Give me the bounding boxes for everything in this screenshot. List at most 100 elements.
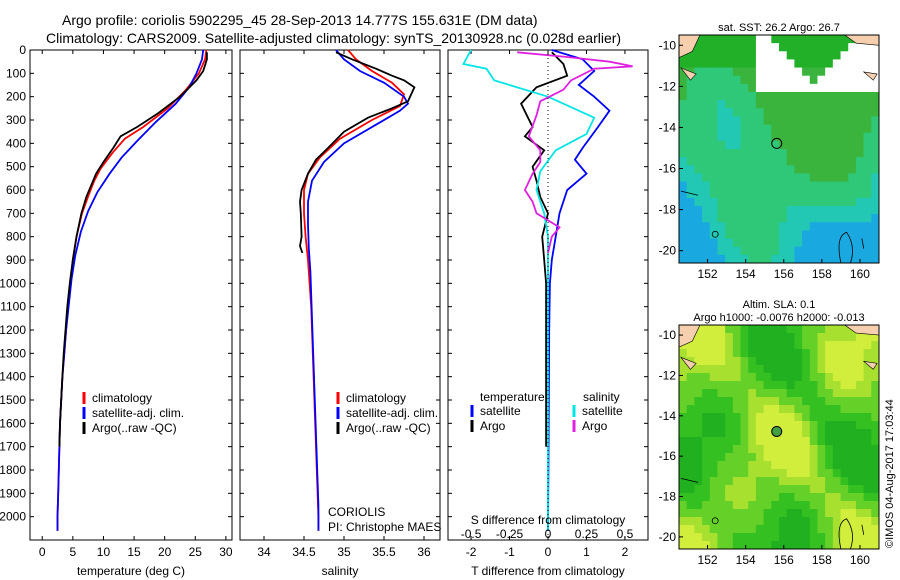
- sst-map-cell: [825, 173, 834, 182]
- sst-map-cell: [694, 197, 703, 207]
- sla-map-cell: [832, 357, 841, 366]
- sst-map-cell: [679, 173, 688, 182]
- depth-tick-label: 1700: [0, 440, 26, 454]
- sst-map-cell: [740, 92, 749, 101]
- sla-map-cell: [809, 533, 818, 542]
- depth-tick-label: 0: [19, 43, 26, 57]
- temperature-profile-xtick-label: 0: [39, 545, 46, 559]
- temperature-axis-label: temperature (deg C): [77, 564, 185, 578]
- sst-map-cell: [694, 51, 703, 60]
- sst-map-cell: [725, 165, 734, 174]
- sla-map-cell: [802, 485, 811, 494]
- sst-map-cell: [817, 197, 826, 207]
- sla-map-cell: [702, 533, 711, 542]
- sla-map-cell: [809, 325, 818, 334]
- sst-map-cell: [871, 132, 880, 142]
- sst-map-cell: [794, 108, 803, 117]
- salinity-profile-xtick-label: 35.5: [372, 545, 396, 559]
- sla-map-cell: [748, 365, 757, 374]
- sla-map-cell: [717, 389, 726, 398]
- difference-profile-series-line: [520, 51, 569, 447]
- sst-map-cell: [825, 124, 834, 134]
- sst-map-cell: [717, 92, 726, 101]
- sla-map-cell: [802, 381, 811, 390]
- sst-map-cell: [779, 165, 788, 174]
- sst-map-cell: [679, 92, 688, 101]
- sla-map-cell: [863, 533, 872, 542]
- sla-map-cell: [848, 469, 857, 478]
- difference-legend-salinity-label: Argo: [582, 419, 608, 433]
- sla-map-cell: [848, 485, 857, 494]
- sla-map-cell: [840, 525, 849, 534]
- sst-map-cell: [855, 116, 865, 125]
- sst-map-cell: [748, 35, 757, 44]
- sla-map-cell: [702, 493, 711, 502]
- sst-map-title: sat. SST: 26.2 Argo: 26.7: [718, 22, 840, 34]
- sla-map-cell: [679, 517, 688, 526]
- sla-map-cell: [779, 365, 788, 374]
- sla-map-cell: [802, 333, 811, 342]
- sla-map-cell: [871, 341, 880, 350]
- sst-map-cell: [755, 206, 765, 215]
- sst-map-cell: [694, 124, 703, 134]
- sla-map-cell: [702, 525, 711, 534]
- sst-map-cell: [794, 238, 803, 248]
- sst-map-cell: [702, 43, 711, 52]
- sla-map-cell: [717, 541, 726, 550]
- sst-map-cell: [809, 83, 818, 93]
- sla-map-cell: [825, 485, 834, 494]
- sla-map-cell: [848, 397, 857, 406]
- sst-map-cell: [779, 157, 788, 166]
- sla-map-cell: [732, 349, 741, 358]
- sst-map-cell: [817, 149, 826, 158]
- sla-map-cell: [748, 421, 757, 430]
- sla-map-cell: [771, 453, 780, 462]
- sla-map-cell: [779, 509, 788, 518]
- sla-map-cell: [717, 413, 726, 422]
- sla-map-cell: [848, 509, 857, 518]
- temperature-legend-label: Argo(..raw -QC): [92, 421, 177, 435]
- sst-map-cell: [825, 254, 834, 264]
- sla-map-cell: [763, 509, 772, 518]
- sla-map-cell: [794, 469, 803, 478]
- difference-s-tick-label: -0.5: [461, 527, 482, 541]
- sla-map-cell: [755, 341, 765, 350]
- sla-map-cell: [817, 485, 826, 494]
- sla-map-cell: [771, 541, 780, 550]
- sla-map-cell: [709, 341, 718, 350]
- sst-map-cell: [817, 230, 826, 239]
- sla-map-cell: [779, 405, 788, 414]
- sst-map-cell: [786, 75, 795, 85]
- sla-map-cell: [794, 421, 803, 430]
- sla-map-cell: [817, 493, 826, 502]
- sla-map-cell: [732, 541, 741, 550]
- sla-map-cell: [679, 381, 688, 390]
- sst-map-ytick-label: -16: [659, 162, 677, 176]
- sla-map-cell: [763, 373, 772, 382]
- sla-map-cell: [802, 429, 811, 438]
- sst-map-cell: [748, 59, 757, 68]
- sla-map-cell: [825, 429, 834, 438]
- sst-map-cell: [763, 108, 772, 117]
- sst-map-cell: [855, 214, 865, 223]
- sla-map-cell: [832, 461, 841, 470]
- sst-map-cell: [755, 51, 765, 60]
- sst-map-cell: [748, 67, 757, 77]
- sla-map-cell: [779, 453, 788, 462]
- sst-map-cell: [779, 246, 788, 256]
- sla-map-cell: [840, 325, 849, 334]
- sst-map-cell: [840, 92, 849, 101]
- sla-map-cell: [740, 365, 749, 374]
- sst-map-cell: [786, 230, 795, 239]
- sla-map-cell: [809, 413, 818, 422]
- sla-map-cell: [794, 405, 803, 414]
- sla-map-cell: [702, 429, 711, 438]
- sst-map-cell: [794, 206, 803, 215]
- sla-map-cell: [786, 413, 795, 422]
- sst-map-cell: [709, 189, 718, 199]
- sla-map-cell: [694, 333, 703, 342]
- sst-map-cell: [786, 35, 795, 44]
- sst-map-cell: [863, 181, 872, 191]
- sla-map-cell: [740, 357, 749, 366]
- sst-map-cell: [825, 59, 834, 68]
